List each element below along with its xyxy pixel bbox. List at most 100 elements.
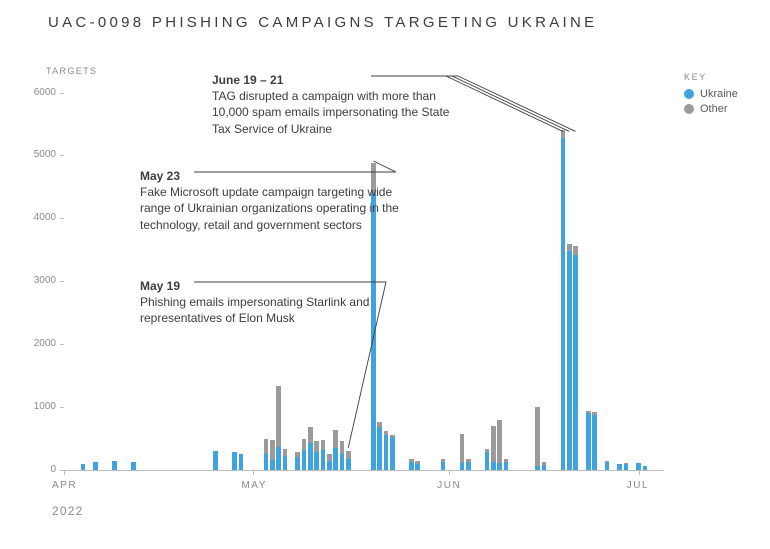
bar [542,462,547,470]
bar [308,427,313,470]
xtick-label: MAY [241,480,266,491]
bar-segment-other [592,412,597,415]
legend-swatch [684,89,694,99]
bar [466,459,471,470]
bar-segment-other [390,435,395,438]
bar [586,411,591,470]
bar [441,459,446,470]
bar-segment-ukraine [441,462,446,470]
bar [624,463,629,470]
annotation-body: Phishing emails impersonating Starlink a… [140,294,390,326]
ytick-label: 6000 [16,87,56,98]
bar [346,451,351,470]
bar-segment-other [264,439,269,454]
bar [390,435,395,470]
bar [333,430,338,470]
bar-segment-other [346,451,351,459]
bar-segment-ukraine [131,462,136,470]
bar-segment-other [497,420,502,463]
legend-swatch [684,104,694,114]
bar [535,407,540,470]
bar-segment-other [561,130,566,138]
bar [409,459,414,470]
bar [460,434,465,470]
bar-segment-other [333,430,338,448]
bar [592,412,597,470]
bar [302,439,307,470]
bar-segment-ukraine [636,463,641,470]
bar-segment-ukraine [409,462,414,470]
bar-segment-ukraine [371,193,376,470]
bar-segment-other [308,427,313,443]
chart-title: UAC-0098 PHISHING CAMPAIGNS TARGETING UK… [48,14,597,31]
bar-segment-other [441,459,446,463]
bar-segment-ukraine [497,463,502,470]
bar [321,440,326,470]
bar [93,462,98,470]
xtick-mark [639,470,640,475]
bar-segment-ukraine [346,459,351,470]
bar [415,461,420,470]
bar-segment-other [605,461,610,462]
bar [232,452,237,470]
legend-item: Ukraine [684,88,738,100]
bar-segment-other [283,449,288,457]
bar-segment-ukraine [112,461,117,470]
bar-segment-ukraine [466,462,471,470]
bar [491,426,496,470]
bar-segment-other [586,411,591,414]
ytick-label: 4000 [16,212,56,223]
bar-segment-ukraine [276,447,281,470]
annotation-title: June 19 – 21 [212,72,450,88]
bar-segment-ukraine [340,454,345,470]
annotation-title: May 19 [140,278,390,294]
bar-segment-other [485,449,490,453]
bar-segment-other [276,386,281,448]
bar-segment-other [321,440,326,450]
xtick-label: APR [52,480,77,491]
ytick-label: 2000 [16,338,56,349]
bar [377,422,382,470]
xtick-mark [64,470,65,475]
bar-segment-other [295,452,300,457]
bar [270,440,275,470]
bar [561,130,566,470]
legend-title: KEY [684,72,738,82]
bar [340,441,345,470]
bar-segment-ukraine [321,450,326,470]
bar [497,420,502,470]
bar-segment-other [409,459,414,463]
legend-item: Other [684,103,738,115]
bar [131,462,136,470]
bar [605,461,610,470]
x-axis-baseline [64,470,664,471]
year-label: 2022 [52,504,84,518]
plot-area [64,80,664,470]
bar [264,439,269,470]
bar-segment-ukraine [485,452,490,470]
legend: KEY Ukraine Other [684,72,738,115]
bar-segment-ukraine [314,452,319,470]
bar-segment-other [491,426,496,462]
bar-segment-ukraine [390,437,395,470]
bar-segment-ukraine [377,427,382,470]
y-axis-label: TARGETS [46,66,97,76]
bar-segment-ukraine [270,460,275,470]
ytick-mark [60,218,64,219]
bar-segment-ukraine [239,454,244,470]
bar [485,449,490,470]
bar-segment-other [377,422,382,427]
bar-segment-ukraine [573,255,578,470]
ytick-mark [60,155,64,156]
bar-segment-ukraine [213,451,218,470]
bar [636,463,641,470]
ytick-label: 0 [16,464,56,475]
annotation-body: Fake Microsoft update campaign targeting… [140,184,400,233]
bar-segment-other [302,439,307,450]
bar-segment-ukraine [460,463,465,470]
bar-segment-ukraine [302,450,307,470]
bar-segment-ukraine [295,457,300,470]
bar-segment-ukraine [93,462,98,470]
bar-segment-ukraine [586,413,591,470]
xtick-label: JUN [437,480,461,491]
